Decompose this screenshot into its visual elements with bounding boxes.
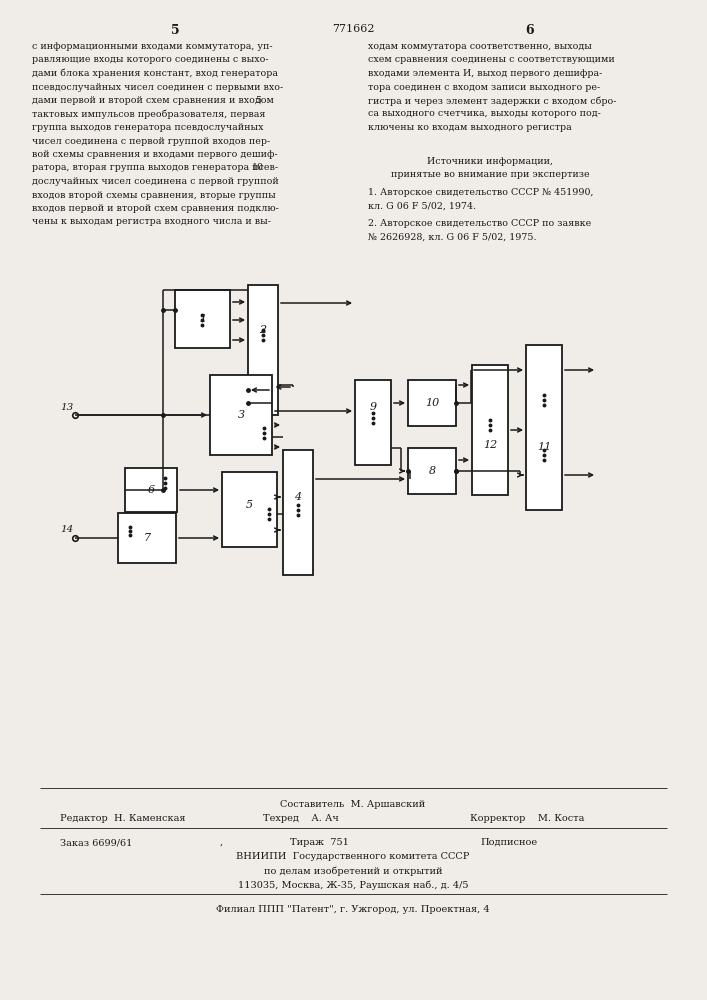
Text: 14: 14: [60, 526, 74, 534]
Text: 4: 4: [294, 492, 302, 502]
Text: 2. Авторское свидетельство СССР по заявке: 2. Авторское свидетельство СССР по заявк…: [368, 219, 591, 228]
Text: 771662: 771662: [332, 24, 374, 34]
Text: ВНИИПИ  Государственного комитета СССР: ВНИИПИ Государственного комитета СССР: [236, 852, 469, 861]
Text: ,: ,: [220, 838, 223, 847]
Text: 3: 3: [238, 410, 245, 420]
Text: кл. G 06 F 5/02, 1974.: кл. G 06 F 5/02, 1974.: [368, 201, 476, 210]
Text: тактовых импульсов преобразователя, первая: тактовых импульсов преобразователя, перв…: [32, 109, 266, 119]
Text: входами элемента И, выход первого дешифра-: входами элемента И, выход первого дешифр…: [368, 69, 602, 78]
Text: са выходного счетчика, выходы которого под-: са выходного счетчика, выходы которого п…: [368, 109, 601, 118]
Text: псевдослучайных чисел соединен с первыми вхо-: псевдослучайных чисел соединен с первыми…: [32, 83, 284, 92]
Text: входов второй схемы сравнения, вторые группы: входов второй схемы сравнения, вторые гр…: [32, 190, 276, 200]
Text: чены к выходам регистра входного числа и вы-: чены к выходам регистра входного числа и…: [32, 218, 271, 227]
Text: 10: 10: [425, 398, 439, 408]
Text: ключены ко входам выходного регистра: ключены ко входам выходного регистра: [368, 123, 572, 132]
Text: Техред    А. Ач: Техред А. Ач: [263, 814, 339, 823]
Text: 5: 5: [246, 499, 253, 510]
Text: 1. Авторское свидетельство СССР № 451990,: 1. Авторское свидетельство СССР № 451990…: [368, 188, 593, 197]
Text: 9: 9: [370, 402, 377, 412]
Text: Заказ 6699/61: Заказ 6699/61: [60, 838, 132, 847]
Text: равляющие входы которого соединены с выхо-: равляющие входы которого соединены с вых…: [32, 55, 269, 64]
Text: 7: 7: [144, 533, 151, 543]
Bar: [283, 450, 313, 575]
Text: чисел соединена с первой группой входов пер-: чисел соединена с первой группой входов …: [32, 136, 270, 145]
Text: 6: 6: [526, 24, 534, 37]
Bar: [222, 472, 277, 547]
Text: № 2626928, кл. G 06 F 5/02, 1975.: № 2626928, кл. G 06 F 5/02, 1975.: [368, 232, 537, 241]
Text: Корректор    М. Коста: Корректор М. Коста: [470, 814, 585, 823]
Text: группа выходов генератора псевдослучайных: группа выходов генератора псевдослучайны…: [32, 123, 264, 132]
Bar: [125, 468, 177, 512]
Text: схем сравнения соединены с соответствующими: схем сравнения соединены с соответствующ…: [368, 55, 615, 64]
Text: дослучайных чисел соединена с первой группой: дослучайных чисел соединена с первой гру…: [32, 177, 279, 186]
Text: Редактор  Н. Каменская: Редактор Н. Каменская: [60, 814, 185, 823]
Text: 5: 5: [255, 96, 261, 105]
Text: тора соединен с входом записи выходного ре-: тора соединен с входом записи выходного …: [368, 83, 600, 92]
Text: входов первой и второй схем сравнения подклю-: входов первой и второй схем сравнения по…: [32, 204, 279, 213]
Text: гистра и через элемент задержки с входом сбро-: гистра и через элемент задержки с входом…: [368, 96, 617, 105]
Text: Подписное: Подписное: [480, 838, 537, 847]
Text: ратора, вторая группа выходов генератора псев-: ратора, вторая группа выходов генератора…: [32, 163, 278, 172]
Text: вой схемы сравнения и входами первого дешиф-: вой схемы сравнения и входами первого де…: [32, 150, 278, 159]
Text: 1: 1: [199, 314, 206, 324]
Text: 113035, Москва, Ж-35, Раушская наб., д. 4/5: 113035, Москва, Ж-35, Раушская наб., д. …: [238, 880, 468, 890]
Text: 10: 10: [252, 163, 264, 172]
Text: 5: 5: [170, 24, 180, 37]
Text: 2: 2: [259, 325, 267, 335]
Bar: [408, 448, 456, 494]
Text: 12: 12: [483, 440, 497, 450]
Bar: [175, 290, 230, 348]
Text: 13: 13: [60, 402, 74, 412]
Text: с информационными входами коммутатора, уп-: с информационными входами коммутатора, у…: [32, 42, 273, 51]
Text: по делам изобретений и открытий: по делам изобретений и открытий: [264, 866, 443, 876]
Bar: [408, 380, 456, 426]
Text: 8: 8: [428, 466, 436, 476]
Bar: [472, 365, 508, 495]
Bar: [210, 375, 272, 455]
Bar: [355, 380, 391, 465]
Text: Тираж  751: Тираж 751: [290, 838, 349, 847]
Text: дами блока хранения констант, вход генератора: дами блока хранения констант, вход генер…: [32, 69, 278, 79]
Text: Источники информации,: Источники информации,: [427, 157, 553, 166]
Bar: [118, 513, 176, 563]
Text: 11: 11: [537, 442, 551, 452]
Text: Филиал ППП "Патент", г. Ужгород, ул. Проектная, 4: Филиал ППП "Патент", г. Ужгород, ул. Про…: [216, 905, 490, 914]
Bar: [248, 285, 278, 415]
Text: 6: 6: [148, 485, 155, 495]
Bar: [526, 345, 562, 510]
Text: Составитель  М. Аршавский: Составитель М. Аршавский: [281, 800, 426, 809]
Text: ходам коммутатора соответственно, выходы: ходам коммутатора соответственно, выходы: [368, 42, 592, 51]
Text: дами первой и второй схем сравнения и входом: дами первой и второй схем сравнения и вх…: [32, 96, 274, 105]
Text: принятые во внимание при экспертизе: принятые во внимание при экспертизе: [391, 170, 590, 179]
